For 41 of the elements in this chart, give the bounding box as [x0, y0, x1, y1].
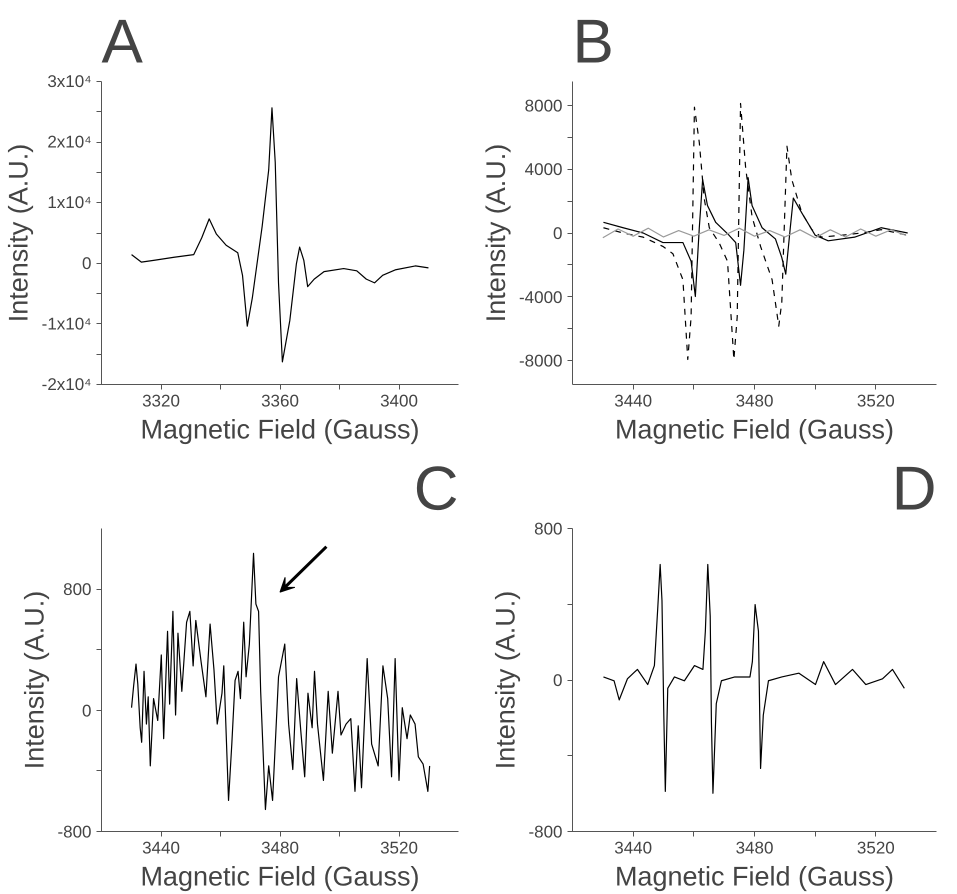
x-tick-label: 3480 [261, 838, 299, 858]
chart-title: C [414, 454, 459, 524]
y-tick-label: 1x10⁴ [47, 193, 92, 212]
y-axis-title: Intensity (A.U.) [481, 144, 512, 322]
x-tick-label: 3520 [856, 838, 895, 858]
x-tick-label: 3440 [614, 392, 652, 410]
chart-title: B [572, 8, 614, 76]
y-tick-label: 0 [553, 671, 563, 690]
x-axis-title: Magnetic Field (Gauss) [614, 862, 894, 892]
x-tick-label: 3440 [142, 838, 180, 858]
y-tick-label: 8000 [524, 96, 563, 116]
x-axis-title: Magnetic Field (Gauss) [140, 414, 420, 444]
y-axis-title: Intensity (A.U.) [19, 590, 50, 770]
y-tick-label: 0 [82, 254, 92, 273]
x-tick-label: 3520 [856, 392, 895, 410]
y-tick-label: 800 [63, 580, 92, 600]
x-tick-label: 3480 [736, 392, 774, 410]
y-tick-label: -1x10⁴ [42, 314, 92, 334]
y-tick-label: -800 [57, 822, 92, 842]
x-tick-label: 3440 [614, 838, 652, 858]
x-tick-label: 3480 [736, 838, 774, 858]
y-tick-label: 3x10⁴ [47, 72, 92, 91]
y-tick-label: -8000 [519, 352, 563, 371]
x-tick-label: 3400 [380, 392, 418, 410]
y-tick-label: 0 [553, 224, 563, 243]
y-axis-title: Intensity (A.U.) [4, 144, 34, 322]
x-axis-title: Magnetic Field (Gauss) [140, 862, 420, 892]
y-tick-label: -4000 [519, 288, 563, 307]
y-tick-label: -800 [528, 822, 563, 842]
y-axis-title: Intensity (A.U.) [490, 590, 520, 770]
y-tick-label: -2x10⁴ [42, 375, 92, 394]
y-tick-label: 2x10⁴ [47, 132, 92, 152]
chart-title: D [892, 454, 937, 524]
x-tick-label: 3520 [380, 838, 418, 858]
x-tick-label: 3360 [261, 392, 299, 410]
y-tick-label: 0 [82, 701, 92, 720]
chart-title: A [102, 8, 144, 76]
y-tick-label: 4000 [524, 160, 563, 180]
x-axis-title: Magnetic Field (Gauss) [614, 414, 894, 444]
x-tick-label: 3320 [142, 392, 180, 410]
y-tick-label: 800 [534, 520, 563, 538]
